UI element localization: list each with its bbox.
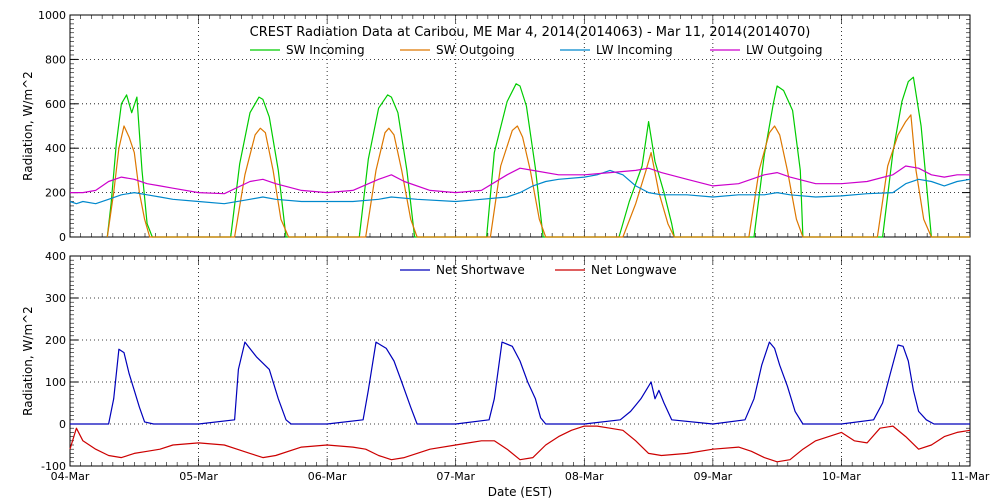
top-panel: 0 200 400 600 800 1000 Radiation, W/m^2 SW Inco… bbox=[21, 9, 971, 244]
series-line-net-longwave bbox=[69, 425, 971, 463]
legend-label: Net Longwave bbox=[591, 263, 677, 277]
y-tick-label: 300 bbox=[45, 292, 66, 305]
x-tick-label: 11-Mar bbox=[951, 470, 990, 483]
y-tick-label: 0 bbox=[59, 418, 66, 431]
y-tick-label: 800 bbox=[45, 53, 66, 66]
legend-label: SW Incoming bbox=[286, 43, 365, 57]
bottom-panel: -100 0 100 200 300 400 04-Mar 05-Mar 06-Mar 07-Ma… bbox=[21, 250, 990, 483]
x-tick-label: 04-Mar bbox=[51, 470, 90, 483]
x-axis-label: Date (EST) bbox=[488, 485, 552, 499]
y-tick-label: 1000 bbox=[38, 9, 66, 22]
series-line-lw-outgoing bbox=[70, 165, 970, 195]
y-tick-label: 200 bbox=[45, 334, 66, 347]
legend-label: LW Outgoing bbox=[746, 43, 823, 57]
x-tick-label: 08-Mar bbox=[565, 470, 604, 483]
legend-label: Net Shortwave bbox=[436, 263, 525, 277]
y-axis-label: Radiation, W/m^2 bbox=[21, 71, 35, 181]
x-tick-label: 06-Mar bbox=[308, 470, 347, 483]
y-tick-label: 200 bbox=[45, 187, 66, 200]
x-tick-label: 10-Mar bbox=[822, 470, 861, 483]
y-tick-label: 100 bbox=[45, 376, 66, 389]
x-tick-label: 05-Mar bbox=[179, 470, 218, 483]
y-tick-label: 400 bbox=[45, 142, 66, 155]
y-tick-label: 600 bbox=[45, 98, 66, 111]
legend-label: SW Outgoing bbox=[436, 43, 515, 57]
series-line-lw-incoming bbox=[69, 169, 971, 205]
series-line-sw-outgoing bbox=[106, 114, 970, 238]
y-axis-label: Radiation, W/m^2 bbox=[21, 306, 35, 416]
series-line-net-shortwave bbox=[70, 341, 970, 425]
chart-title: CREST Radiation Data at Caribou, ME Mar … bbox=[250, 25, 811, 40]
x-tick-label: 09-Mar bbox=[693, 470, 732, 483]
y-tick-label: 400 bbox=[45, 250, 66, 263]
y-tick-label: 0 bbox=[59, 231, 66, 244]
legend-label: LW Incoming bbox=[596, 43, 673, 57]
x-tick-label: 07-Mar bbox=[436, 470, 475, 483]
plot-frame bbox=[69, 14, 971, 238]
y-tick-label: -100 bbox=[41, 460, 66, 473]
